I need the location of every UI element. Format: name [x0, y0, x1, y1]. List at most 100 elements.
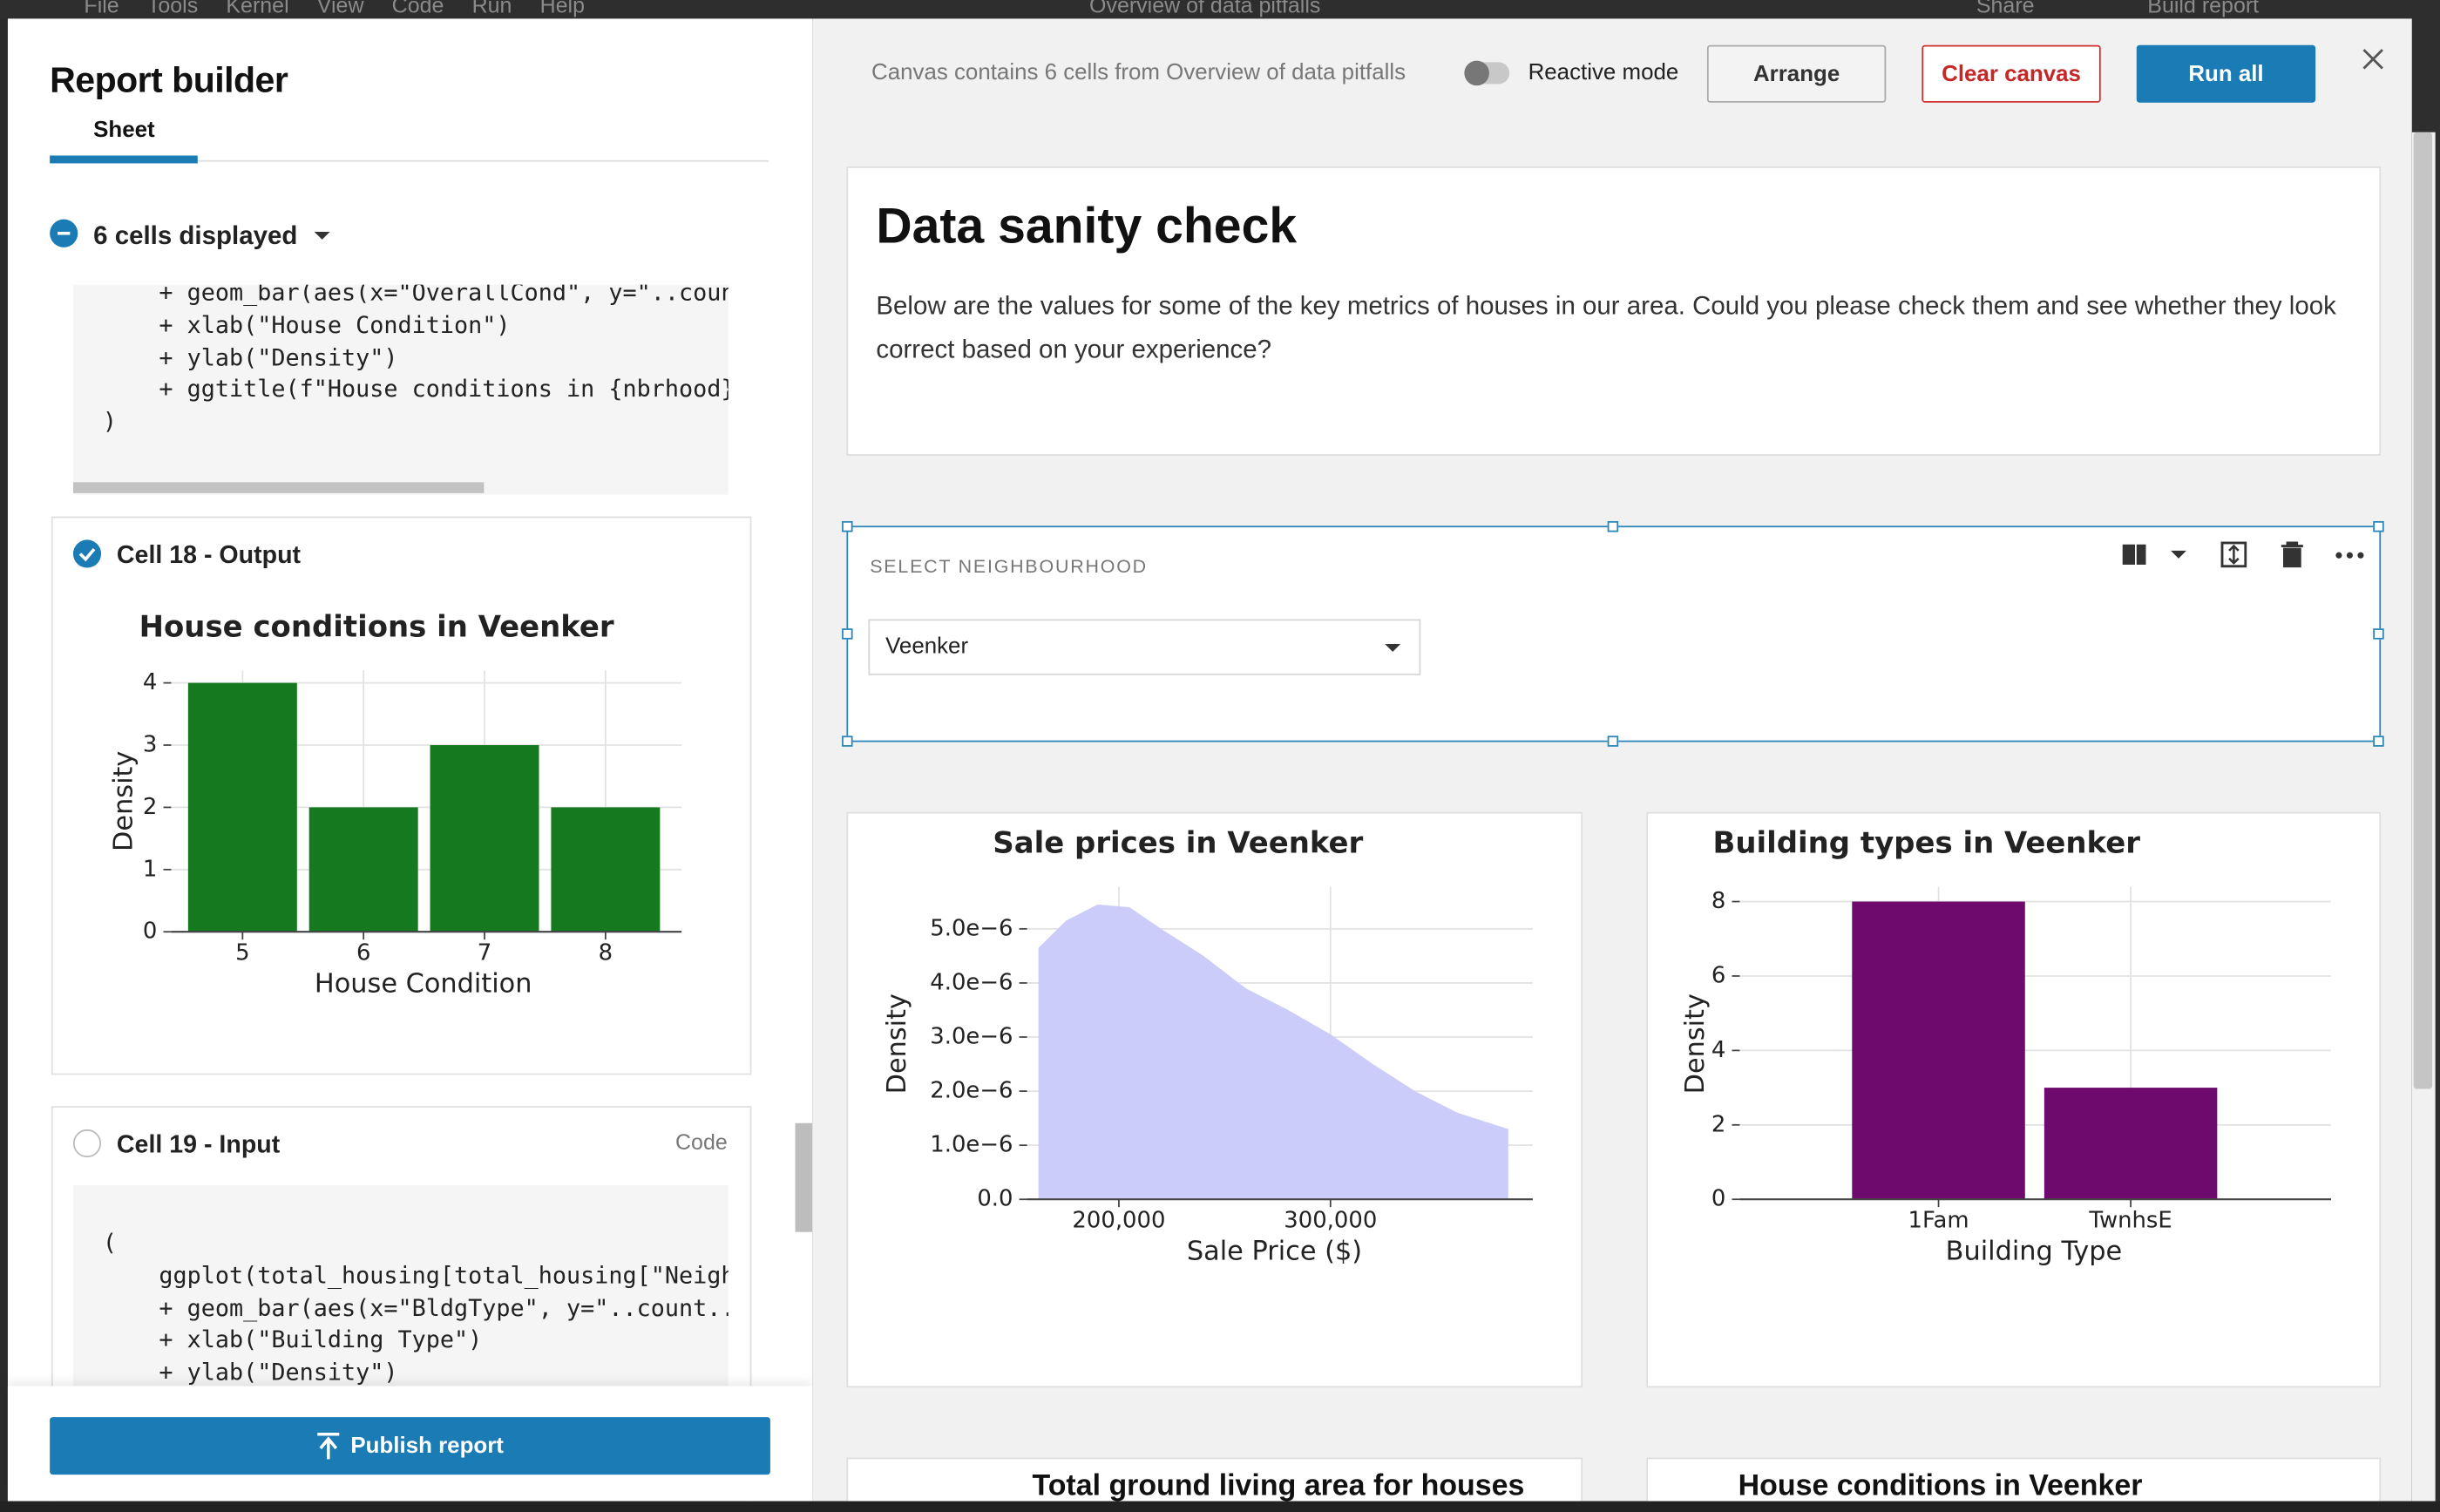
cell-label: Cell 18 - Output [116, 542, 302, 570]
code-lines: ( ggplot(total_housing[total_housing["Ne… [103, 1227, 729, 1389]
density-area [1038, 904, 1508, 1200]
y-tick-label: 1.0e−6 [930, 1132, 1013, 1158]
menu-item[interactable]: Code [391, 0, 444, 17]
menu-item[interactable]: Run [471, 0, 512, 17]
x-tick-label: 200,000 [1072, 1208, 1165, 1234]
menu-item[interactable]: Kernel [226, 0, 289, 17]
tab[interactable]: Sheet [93, 118, 155, 144]
resize-handle[interactable] [842, 736, 853, 747]
code-scrollbar [72, 482, 485, 493]
cell-kind: Code [674, 1129, 728, 1155]
reactive-toggle[interactable] [1464, 60, 1510, 86]
select-value: Veenker [885, 634, 969, 660]
select-caret [1385, 643, 1401, 652]
resize-handle[interactable] [2373, 736, 2384, 747]
chart-title: Sale prices in Veenker [993, 826, 1363, 860]
menu-item[interactable]: View [316, 0, 364, 17]
y-tick-label: 4.0e−6 [930, 969, 1013, 995]
resize-handle[interactable] [2373, 628, 2384, 640]
bar [2044, 1088, 2218, 1200]
chart-title: House conditions in Veenker [1738, 1469, 2143, 1503]
code-line: ) [102, 408, 117, 437]
x-axis-label: House Condition [315, 968, 532, 999]
x-tick-label: 7 [478, 940, 491, 966]
resize-handle[interactable] [2373, 520, 2384, 532]
sidebar-title: Report builder [50, 58, 288, 100]
text-card [846, 166, 2382, 457]
y-tick-label: 3 [143, 732, 157, 758]
resize-handle[interactable] [1607, 520, 1619, 532]
y-axis-label: Density [1680, 993, 1711, 1094]
bar [551, 807, 661, 932]
tab-underline [50, 155, 198, 164]
menu-item[interactable]: Help [539, 0, 586, 17]
code-line: + xlab("Building Type") [102, 1326, 483, 1354]
code-line: + ylab("Density") [102, 1358, 398, 1387]
run-button[interactable]: Run all [2136, 44, 2316, 103]
code-line: ggplot(total_housing[total_housing["Neig… [102, 1261, 729, 1290]
x-tick-label: 6 [356, 940, 370, 966]
x-tick-label: 8 [599, 940, 613, 966]
x-axis-label: Building Type [1946, 1236, 2122, 1266]
app-bar: File Tools Kernel View Code Run Help Overview … [0, 0, 2440, 19]
y-tick-label: 2 [143, 794, 157, 820]
cell-card [51, 516, 752, 1075]
y-tick-label: 0 [1711, 1186, 1725, 1212]
cell-tools[interactable] [2119, 539, 2369, 573]
code-line: + geom_bar(aes(x="BldgType", y="..count.… [102, 1293, 729, 1322]
cell-label: Cell 19 - Input [116, 1132, 281, 1159]
reactive-label: Reactive mode [1528, 60, 1679, 86]
y-tick-label: 2 [1711, 1111, 1725, 1137]
publish-button[interactable]: Publish report [50, 1417, 770, 1475]
x-tick-label: 5 [235, 940, 249, 966]
x-tick-label: 300,000 [1284, 1208, 1377, 1234]
arrange-button[interactable]: Arrange [1706, 44, 1887, 103]
chart-title: Total ground living area for houses [846, 1470, 1710, 1504]
bar [187, 682, 297, 932]
y-tick-label: 2.0e−6 [930, 1078, 1013, 1104]
menu-item[interactable]: File [84, 0, 119, 17]
resize-handle[interactable] [842, 520, 853, 532]
close-button[interactable] [2362, 48, 2384, 70]
check-icon[interactable] [72, 1129, 102, 1158]
menu: File Tools Kernel View Code Run Help [84, 0, 585, 17]
x-tick-label: TwnhsE [2088, 1208, 2172, 1234]
dropdown-caret[interactable] [313, 230, 331, 242]
build-report[interactable]: Build report [2147, 0, 2260, 17]
cells-displayed[interactable]: 6 cells displayed [93, 222, 298, 251]
clear-button[interactable]: Clear canvas [1922, 44, 2101, 103]
code-line: + ylab("Density") [102, 342, 398, 371]
window-edge [0, 1501, 2440, 1512]
code-line: ( [102, 1229, 117, 1258]
code-line: + ggtitle(f"House conditions in {nbrhood… [102, 375, 729, 404]
y-tick-label: 5.0e−6 [930, 915, 1013, 941]
code-line: + geom_bar(aes(x="OverallCond", y="..cou… [102, 284, 729, 307]
select-box[interactable]: Veenker [868, 619, 1421, 675]
menu-item[interactable]: Tools [146, 0, 199, 17]
resize-handle[interactable] [1607, 736, 1619, 747]
y-tick-label: 1 [143, 856, 157, 882]
check-icon[interactable] [72, 539, 102, 568]
resize-handle[interactable] [842, 628, 853, 640]
code-lines: + geom_bar(aes(x="OverallCond", y="..cou… [103, 285, 729, 439]
share[interactable]: Share [1976, 0, 2035, 17]
collapse-icon[interactable] [50, 219, 78, 247]
x-tick-label: 1Fam [1908, 1208, 1969, 1234]
code-line: + xlab("House Condition") [102, 310, 511, 339]
code-block: ( ggplot(total_housing[total_housing["Ne… [72, 1185, 729, 1404]
canvas-heading: Data sanity check [876, 197, 1298, 254]
y-tick-label: 4 [1711, 1037, 1725, 1063]
y-axis-label: Density [108, 751, 139, 851]
chart-title-text: Total ground living area for houses [1032, 1469, 1525, 1503]
y-tick-label: 8 [1711, 888, 1725, 914]
y-tick-label: 4 [143, 669, 157, 695]
y-tick-label: 0 [143, 919, 157, 945]
canvas-scrollbar[interactable] [2413, 132, 2433, 1089]
sidebar-scrollbar[interactable] [795, 1122, 813, 1232]
bar [308, 807, 418, 932]
canvas-text: Below are the values for some of the key… [876, 292, 2336, 364]
y-tick-label: 3.0e−6 [930, 1024, 1013, 1050]
